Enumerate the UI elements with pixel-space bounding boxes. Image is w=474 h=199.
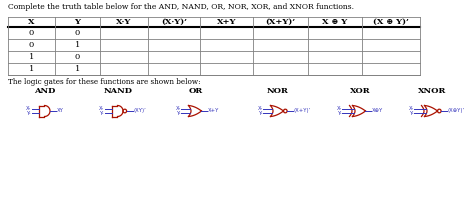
- Text: 0: 0: [75, 29, 80, 37]
- Text: X-: X-: [176, 106, 181, 111]
- Text: (X·Y)’: (X·Y)’: [161, 18, 187, 26]
- Text: XOR: XOR: [350, 87, 370, 95]
- Text: 0: 0: [75, 53, 80, 61]
- Text: XNOR: XNOR: [418, 87, 446, 95]
- Text: XY: XY: [56, 108, 64, 113]
- Text: Y-: Y-: [337, 111, 342, 116]
- Text: X-: X-: [258, 106, 263, 111]
- Text: X: X: [28, 18, 35, 26]
- Text: Y-: Y-: [27, 111, 31, 116]
- Text: Y-: Y-: [258, 111, 263, 116]
- Text: (X ⊕ Y)’: (X ⊕ Y)’: [373, 18, 409, 26]
- Text: (X⊕Y)’: (X⊕Y)’: [447, 108, 465, 113]
- Text: NAND: NAND: [103, 87, 133, 95]
- Text: Y-: Y-: [100, 111, 104, 116]
- Text: Y-: Y-: [176, 111, 181, 116]
- Text: 1: 1: [29, 53, 34, 61]
- Text: X-: X-: [409, 106, 414, 111]
- Text: X+Y: X+Y: [217, 18, 236, 26]
- Text: X-: X-: [99, 106, 104, 111]
- Text: X⊕Y: X⊕Y: [372, 108, 383, 113]
- Text: X-: X-: [337, 106, 342, 111]
- Text: Y: Y: [74, 18, 81, 26]
- Text: (X+Y)’: (X+Y)’: [293, 108, 311, 113]
- Text: (X+Y)’: (X+Y)’: [265, 18, 296, 26]
- Text: X·Y: X·Y: [116, 18, 132, 26]
- Text: X-: X-: [26, 106, 31, 111]
- Text: Complete the truth table below for the AND, NAND, OR, NOR, XOR, and XNOR functio: Complete the truth table below for the A…: [8, 3, 354, 11]
- Text: 0: 0: [29, 41, 34, 49]
- Text: AND: AND: [34, 87, 55, 95]
- Text: The logic gates for these functions are shown below:: The logic gates for these functions are …: [8, 78, 201, 86]
- Text: NOR: NOR: [267, 87, 289, 95]
- Text: (XY)’: (XY)’: [133, 108, 146, 113]
- Text: OR: OR: [189, 87, 203, 95]
- Text: 1: 1: [75, 41, 80, 49]
- Text: 0: 0: [29, 29, 34, 37]
- Text: Y-: Y-: [410, 111, 414, 116]
- Text: X ⊕ Y: X ⊕ Y: [322, 18, 347, 26]
- Text: X+Y: X+Y: [208, 108, 219, 113]
- Text: 1: 1: [29, 65, 34, 73]
- Text: 1: 1: [75, 65, 80, 73]
